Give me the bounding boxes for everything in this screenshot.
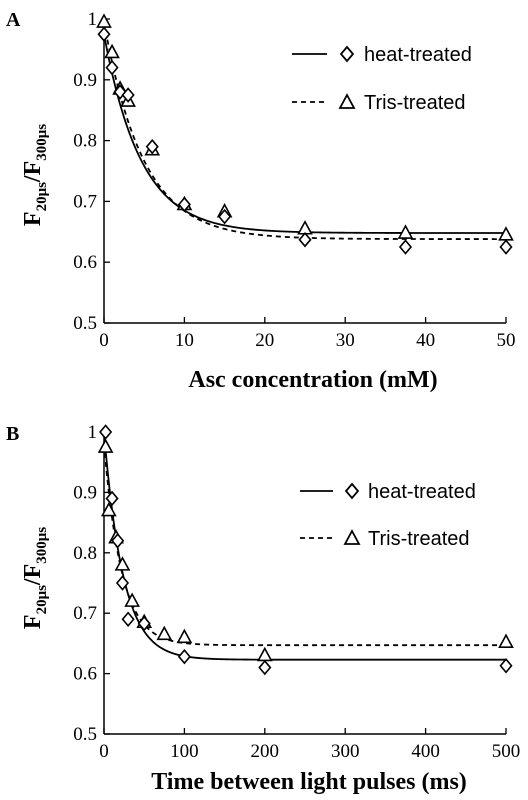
data-point-diamond xyxy=(97,26,111,42)
y-ticks: 0.5 0.6 0.7 0.8 0.9 1 xyxy=(73,9,110,334)
data-point-diamond xyxy=(298,231,312,248)
data-point-triangle xyxy=(100,501,117,517)
data-point-diamond xyxy=(105,490,119,507)
legend-label-tris-treated: Tris-treated xyxy=(364,92,466,114)
panel-b: B F20μs/F300μs 0.5 0.6 0.7 0.8 0.9 1 0 100 200 3… xyxy=(6,422,520,795)
data-point-diamond xyxy=(137,615,151,632)
legend-label-heat-treated: heat-treated xyxy=(364,44,472,66)
x-tick-label: 200 xyxy=(251,741,280,762)
data-point-diamond xyxy=(499,239,513,255)
panel-a: A F20μs/F300μs 0.5 0.6 0.7 0.8 0.9 1 0 10 20 30 4… xyxy=(6,9,516,393)
y-tick-label: 0.6 xyxy=(73,664,97,685)
x-axis-label: Asc concentration (mM) xyxy=(188,367,437,393)
data-point-diamond xyxy=(111,532,125,549)
data-point-diamond xyxy=(218,208,232,225)
y-tick-label: 0.6 xyxy=(73,252,97,273)
data-point-diamond xyxy=(398,239,413,255)
y-tick-label: 0.7 xyxy=(73,191,97,212)
x-tick-label: 0 xyxy=(99,330,109,351)
y-tick-label: 0.5 xyxy=(73,313,97,334)
y-tick-label: 1 xyxy=(88,422,98,443)
data-markers xyxy=(97,424,514,676)
data-point-diamond xyxy=(177,196,191,213)
legend-label-tris-treated: Tris-treated xyxy=(368,528,470,550)
x-axis-label: Time between light pulses (ms) xyxy=(151,769,467,795)
legend-triangle-marker xyxy=(343,529,361,545)
fit-curve-heat-treated xyxy=(103,431,506,661)
x-tick-label: 50 xyxy=(497,330,516,351)
data-point-triangle xyxy=(97,438,114,453)
y-tick-label: 0.7 xyxy=(73,603,97,624)
x-tick-label: 10 xyxy=(175,330,194,351)
x-ticks: 0 100 200 300 400 500 xyxy=(99,728,520,762)
y-tick-label: 1 xyxy=(88,9,98,30)
data-point-diamond xyxy=(145,138,159,155)
data-point-triangle xyxy=(176,628,193,644)
x-ticks: 0 10 20 30 40 50 xyxy=(99,317,516,351)
legend-diamond-marker xyxy=(344,482,360,500)
data-point-triangle xyxy=(397,224,414,239)
panel-letter: B xyxy=(6,423,19,445)
legend-diamond-marker xyxy=(339,45,355,63)
data-point-triangle xyxy=(498,633,514,648)
x-tick-label: 0 xyxy=(99,741,109,762)
legend-triangle-marker xyxy=(338,93,356,109)
x-tick-label: 500 xyxy=(492,741,521,762)
y-tick-label: 0.8 xyxy=(73,131,97,152)
data-point-triangle xyxy=(297,220,313,235)
x-tick-label: 100 xyxy=(170,741,199,762)
fit-curve-tris-treated xyxy=(103,443,506,647)
data-point-triangle xyxy=(104,43,120,59)
data-point-diamond xyxy=(177,648,191,665)
x-tick-label: 40 xyxy=(416,330,435,351)
data-point-diamond xyxy=(121,87,135,103)
legend: heat-treated Tris-treated xyxy=(292,44,472,114)
data-point-triangle xyxy=(256,646,273,662)
data-point-diamond xyxy=(99,424,113,440)
y-tick-label: 0.5 xyxy=(73,724,97,745)
x-tick-label: 30 xyxy=(336,330,355,351)
data-point-diamond xyxy=(499,658,513,674)
data-point-diamond xyxy=(121,611,135,627)
data-point-triangle xyxy=(124,592,140,607)
legend: heat-treated Tris-treated xyxy=(300,481,476,550)
y-axis-label: F20μs/F300μs xyxy=(20,124,50,226)
y-axis-label: F20μs/F300μs xyxy=(20,527,50,629)
x-tick-label: 300 xyxy=(331,741,360,762)
data-point-diamond xyxy=(258,659,272,676)
axes xyxy=(103,432,506,735)
legend-label-heat-treated: heat-treated xyxy=(368,481,476,503)
data-point-diamond xyxy=(115,575,130,591)
fit-curves xyxy=(103,431,506,661)
y-ticks: 0.5 0.6 0.7 0.8 0.9 1 xyxy=(73,422,110,745)
data-point-triangle xyxy=(96,13,112,28)
y-tick-label: 0.8 xyxy=(73,543,97,564)
y-tick-label: 0.9 xyxy=(73,482,97,503)
data-point-triangle xyxy=(156,625,173,641)
data-point-diamond xyxy=(105,59,119,76)
panel-letter: A xyxy=(6,9,21,31)
data-markers xyxy=(96,13,514,255)
x-tick-label: 20 xyxy=(255,330,274,351)
axes xyxy=(103,19,506,324)
y-tick-label: 0.9 xyxy=(73,70,97,91)
x-tick-label: 400 xyxy=(411,741,440,762)
data-point-triangle xyxy=(114,556,131,571)
